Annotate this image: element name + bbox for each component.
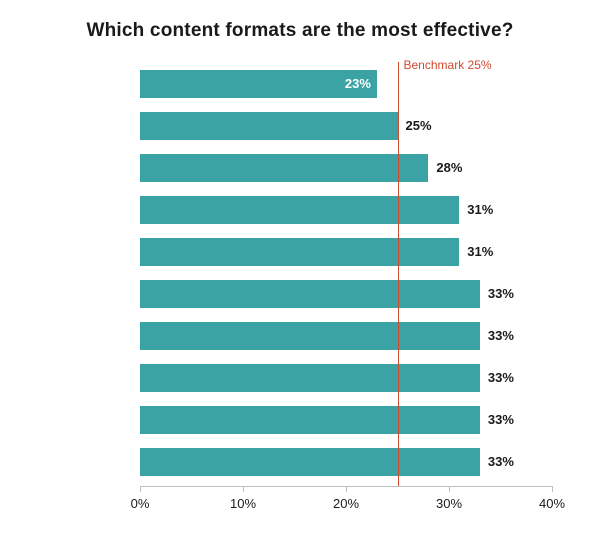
- bar-value-label: 33%: [488, 448, 514, 476]
- bar: [140, 364, 480, 392]
- bar-value-label: 28%: [436, 154, 462, 182]
- bar: [140, 196, 459, 224]
- bar-value-label: 33%: [488, 322, 514, 350]
- bar: [140, 322, 480, 350]
- bar: [140, 406, 480, 434]
- x-tick-label: 10%: [223, 496, 263, 511]
- bar-value-label: 31%: [467, 238, 493, 266]
- bar: [140, 448, 480, 476]
- bar: [140, 112, 398, 140]
- bar-value-label: 33%: [488, 364, 514, 392]
- x-tick: [140, 486, 141, 492]
- x-tick-label: 0%: [120, 496, 160, 511]
- x-tick: [449, 486, 450, 492]
- bar-value-label: 33%: [488, 280, 514, 308]
- bar: [140, 280, 480, 308]
- chart-title: Which content formats are the most effec…: [0, 20, 600, 42]
- bar-value-label: 23%: [337, 70, 371, 98]
- x-tick-label: 40%: [532, 496, 572, 511]
- benchmark-line: [398, 62, 400, 486]
- x-tick: [346, 486, 347, 492]
- x-tick: [552, 486, 553, 492]
- x-tick-label: 30%: [429, 496, 469, 511]
- bar-value-label: 31%: [467, 196, 493, 224]
- bar-value-label: 25%: [406, 112, 432, 140]
- bar-value-label: 33%: [488, 406, 514, 434]
- bar: [140, 154, 428, 182]
- x-tick-label: 20%: [326, 496, 366, 511]
- effectiveness-bar-chart: Which content formats are the most effec…: [0, 0, 600, 536]
- benchmark-label: Benchmark 25%: [404, 58, 492, 72]
- bar: [140, 238, 459, 266]
- x-tick: [243, 486, 244, 492]
